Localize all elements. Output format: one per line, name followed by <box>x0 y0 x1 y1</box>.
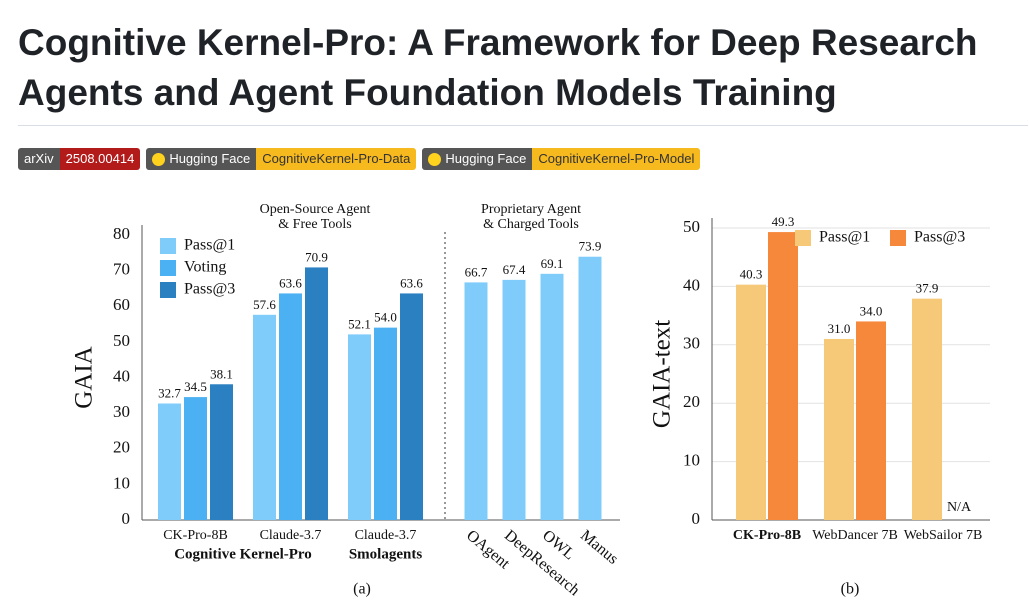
value-label: 69.1 <box>541 256 564 271</box>
y-tick-label: 20 <box>113 438 130 457</box>
badge-label: Hugging Face <box>422 148 533 170</box>
legend-label: Pass@1 <box>184 237 235 254</box>
y-tick-label: 40 <box>113 366 130 385</box>
y-tick-label: 60 <box>113 295 130 314</box>
caption: (a) <box>353 581 371 598</box>
value-label: 49.3 <box>772 214 795 229</box>
na-label: N/A <box>947 500 972 515</box>
value-label: 66.7 <box>465 264 488 279</box>
value-label: 52.1 <box>348 316 371 331</box>
group-header: & Free Tools <box>278 217 351 232</box>
legend-label: Pass@1 <box>819 229 870 246</box>
category-group-label: Cognitive Kernel-Pro <box>174 546 312 562</box>
y-axis-label: GAIA <box>71 346 98 409</box>
bar <box>824 338 854 520</box>
hf-icon <box>428 152 442 166</box>
bar <box>768 232 798 520</box>
bar <box>305 267 328 520</box>
badge-label: arXiv <box>18 148 60 170</box>
value-label: 38.1 <box>210 366 233 381</box>
bar <box>184 397 207 520</box>
badge-label-text: arXiv <box>24 151 54 166</box>
hf-icon <box>152 152 166 166</box>
y-tick-label: 30 <box>113 402 130 421</box>
y-tick-label: 70 <box>113 260 130 279</box>
x-tick-label: Claude-3.7 <box>355 528 417 543</box>
x-tick-label: WebSailor 7B <box>904 528 983 543</box>
y-axis-label: GAIA-text <box>649 320 676 428</box>
y-tick-label: 50 <box>113 331 130 350</box>
x-tick-label: CK-Pro-8B <box>163 528 228 543</box>
bar <box>400 293 423 520</box>
bar <box>374 327 397 520</box>
legend-swatch <box>890 230 906 246</box>
bar <box>578 256 602 520</box>
y-tick-label: 10 <box>113 473 130 492</box>
value-label: 34.0 <box>860 303 883 318</box>
legend-swatch <box>795 230 811 246</box>
y-tick-label: 50 <box>683 217 700 236</box>
badge-value: CognitiveKernel-Pro-Data <box>256 148 417 170</box>
y-tick-label: 0 <box>692 509 701 528</box>
value-label: 73.9 <box>579 239 602 254</box>
y-tick-label: 40 <box>683 275 700 294</box>
category-group-label: Smolagents <box>349 546 423 562</box>
bar <box>464 282 488 520</box>
y-tick-label: 0 <box>122 509 131 528</box>
bar <box>736 284 766 520</box>
bar <box>158 403 181 520</box>
y-tick-label: 30 <box>683 334 700 353</box>
value-label: 57.6 <box>253 297 276 312</box>
bar <box>856 321 886 520</box>
value-label: 34.5 <box>184 379 207 394</box>
badge-value: CognitiveKernel-Pro-Model <box>532 148 701 170</box>
badge[interactable]: Hugging Face CognitiveKernel-Pro-Data <box>146 148 417 170</box>
value-label: 67.4 <box>503 262 526 277</box>
bar <box>540 273 564 520</box>
divider <box>18 125 1028 126</box>
value-label: 32.7 <box>158 385 181 400</box>
y-tick-label: 20 <box>683 392 700 411</box>
value-label: 40.3 <box>740 267 763 282</box>
badges: arXiv 2508.00414 Hugging Face CognitiveKern… <box>18 148 701 170</box>
y-tick-label: 80 <box>113 224 130 243</box>
badge[interactable]: Hugging Face CognitiveKernel-Pro-Model <box>422 148 701 170</box>
bar <box>210 384 233 520</box>
title: Cognitive Kernel-Pro: A Framework for De… <box>18 22 978 113</box>
value-label: 70.9 <box>305 249 328 264</box>
bar <box>912 298 942 520</box>
badge-label-text: Hugging Face <box>445 151 527 166</box>
legend-swatch <box>160 260 176 276</box>
value-label: 37.9 <box>916 281 939 296</box>
bar <box>502 279 526 520</box>
group-header: & Charged Tools <box>483 217 579 232</box>
x-tick-label: Claude-3.7 <box>260 528 322 543</box>
bar <box>279 293 302 520</box>
caption: (b) <box>841 581 860 598</box>
legend-swatch <box>160 282 176 298</box>
value-label: 63.6 <box>279 275 302 290</box>
legend-swatch <box>160 238 176 254</box>
group-header: Open-Source Agent <box>260 202 371 217</box>
x-tick-label: Manus <box>577 527 621 568</box>
x-tick-label: CK-Pro-8B <box>733 528 801 543</box>
badge-label-text: Hugging Face <box>169 151 251 166</box>
group-header: Proprietary Agent <box>481 202 581 217</box>
y-tick-label: 10 <box>683 451 700 470</box>
x-tick-label: WebDancer 7B <box>812 528 898 543</box>
bar <box>253 314 276 520</box>
badge[interactable]: arXiv 2508.00414 <box>18 148 141 170</box>
legend-label: Pass@3 <box>184 281 235 298</box>
badge-label: Hugging Face <box>146 148 257 170</box>
badge-value: 2508.00414 <box>59 148 141 170</box>
legend-label: Pass@3 <box>914 229 965 246</box>
value-label: 63.6 <box>400 275 423 290</box>
bar <box>348 334 371 520</box>
value-label: 54.0 <box>374 310 397 325</box>
value-label: 31.0 <box>828 321 851 336</box>
legend-label: Voting <box>184 259 226 276</box>
